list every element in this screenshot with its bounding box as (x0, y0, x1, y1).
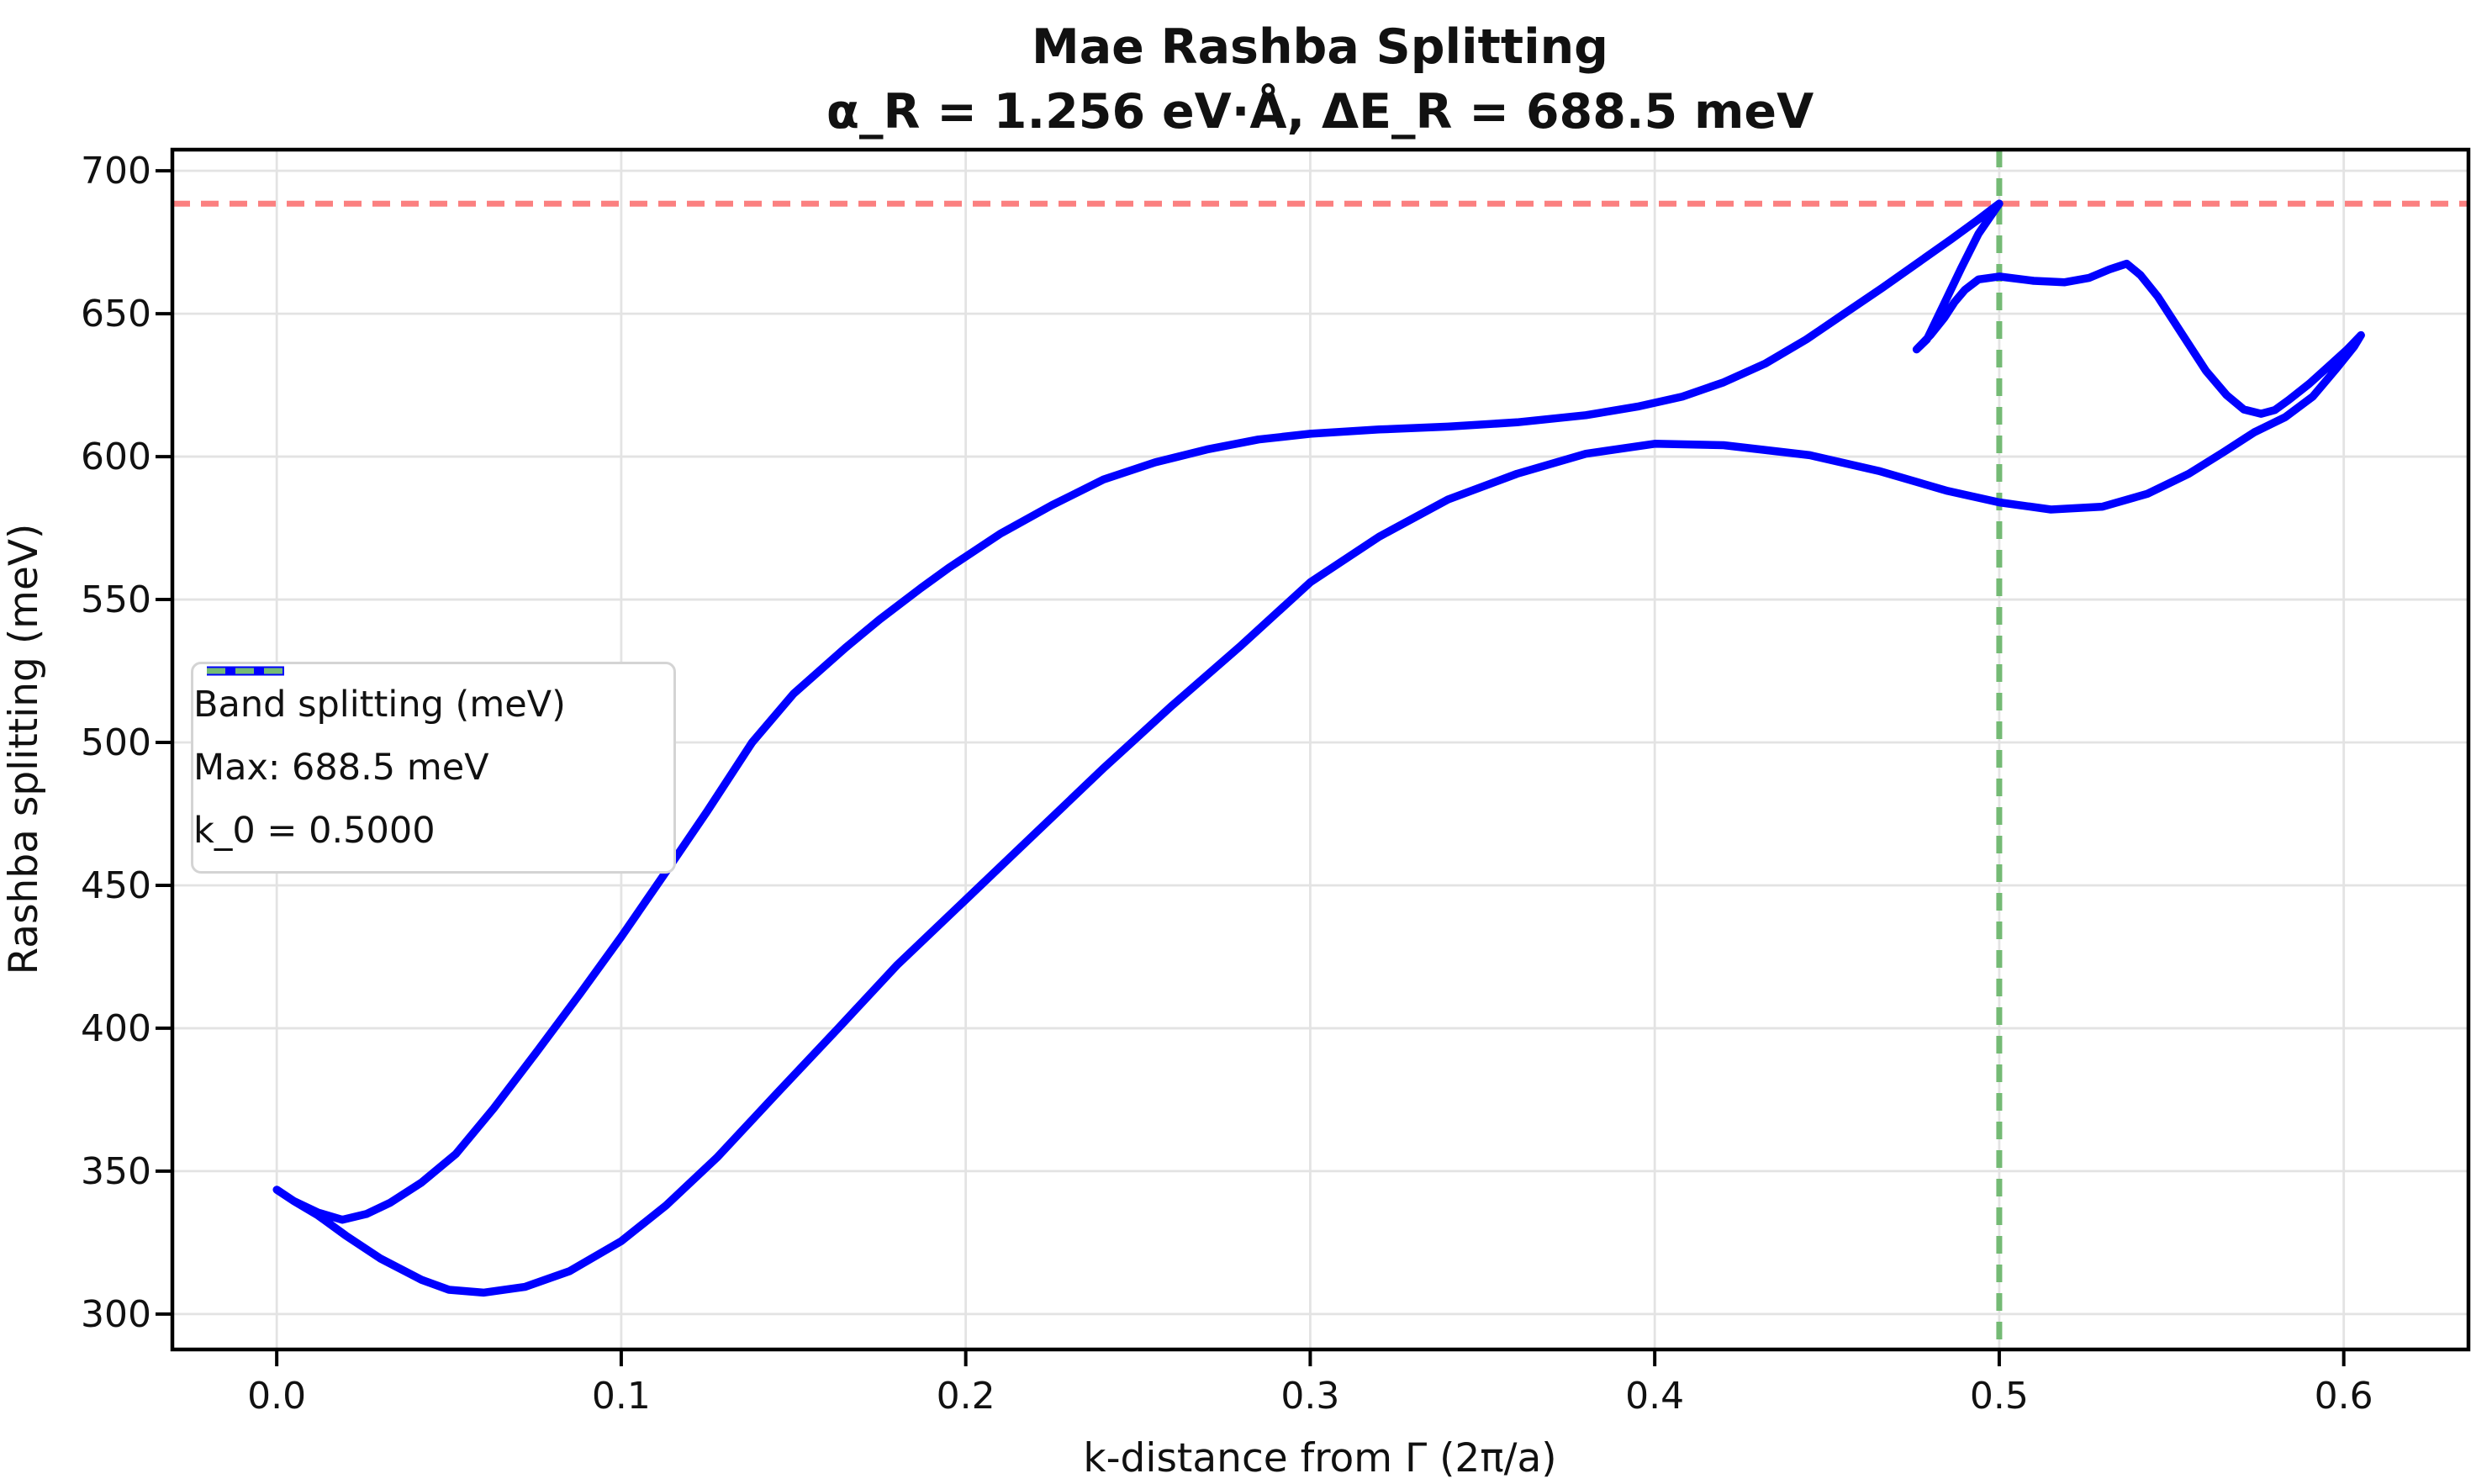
y-tick-label: 300 (81, 1293, 151, 1336)
legend: Band splitting (meV) Max: 688.5 meV k_0 … (191, 662, 676, 874)
x-tick-label: 0.1 (592, 1375, 651, 1418)
x-axis-ticks: 0.0 0.1 0.2 0.3 0.4 0.5 0.6 (247, 1349, 2373, 1418)
y-tick-label: 550 (81, 578, 151, 621)
x-tick-label: 0.6 (2315, 1375, 2373, 1418)
y-tick-label: 650 (81, 293, 151, 335)
band-splitting-curve (272, 199, 2365, 1297)
y-axis-ticks: 300 350 400 450 500 550 600 650 700 (81, 150, 172, 1336)
legend-item-band-splitting: Band splitting (meV) (193, 666, 673, 726)
chart-generated-layers: 0.0 0.1 0.2 0.3 0.4 0.5 0.6 300 350 400 450 500 550 6… (81, 147, 2471, 1418)
chart-subtitle: α_R = 1.256 eV·Å, ΔE_R = 688.5 meV (826, 82, 1814, 140)
x-tick-label: 0.0 (247, 1375, 306, 1418)
green-dashed-line-swatch-icon (207, 668, 284, 674)
legend-label: Max: 688.5 meV (193, 746, 489, 789)
y-tick-label: 600 (81, 436, 151, 478)
legend-label: Band splitting (meV) (193, 683, 566, 726)
x-tick-label: 0.2 (937, 1375, 995, 1418)
y-tick-label: 350 (81, 1150, 151, 1193)
y-tick-label: 450 (81, 864, 151, 907)
x-tick-label: 0.5 (1970, 1375, 2029, 1418)
y-tick-label: 400 (81, 1007, 151, 1050)
plot-border (170, 147, 2471, 1352)
x-tick-label: 0.3 (1280, 1375, 1339, 1418)
x-tick-label: 0.4 (1625, 1375, 1684, 1418)
legend-item-k0: k_0 = 0.5000 (193, 668, 673, 853)
y-tick-label: 500 (81, 721, 151, 764)
y-axis-label: Rashba splitting (meV) (1, 524, 47, 975)
y-tick-label: 700 (81, 150, 151, 193)
chart-title: Mae Rashba Splitting (1032, 19, 1608, 75)
legend-label: k_0 = 0.5000 (193, 810, 436, 853)
x-axis-label: k-distance from Γ (2π/a) (1083, 1435, 1556, 1481)
legend-item-max: Max: 688.5 meV (193, 668, 673, 789)
